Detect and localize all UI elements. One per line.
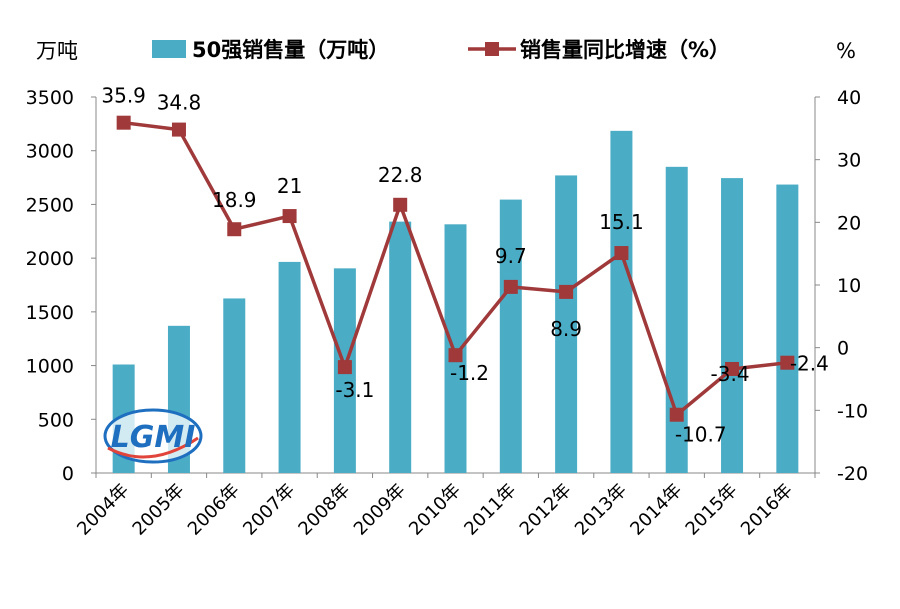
- growth-data-label: 8.9: [550, 317, 582, 341]
- growth-data-label: -3.4: [711, 362, 750, 386]
- svg-text:LGMI: LGMI: [111, 420, 196, 455]
- x-category-label: 2006年: [184, 480, 244, 540]
- growth-marker-2014年: [669, 407, 684, 422]
- growth-data-label: -2.4: [790, 352, 829, 376]
- y-right-tick-label: 40: [837, 87, 861, 109]
- x-category-label: 2012年: [516, 480, 576, 540]
- legend-bar-swatch: [152, 40, 186, 58]
- growth-marker-2008年: [337, 360, 352, 375]
- y-left-tick-label: 2500: [26, 194, 74, 216]
- y-right-tick-label: -20: [837, 463, 868, 485]
- growth-marker-2010年: [448, 348, 463, 363]
- growth-marker-2005年: [171, 122, 186, 137]
- y-right-tick-label: 10: [837, 275, 861, 297]
- y-left-tick-label: 2000: [26, 248, 74, 270]
- y-right-tick-label: -10: [837, 400, 868, 422]
- y-right-unit: %: [836, 39, 856, 63]
- growth-marker-2016年: [780, 355, 795, 370]
- growth-marker-2007年: [282, 209, 297, 224]
- bar-2016年: [776, 184, 799, 473]
- growth-marker-2009年: [393, 197, 408, 212]
- lgmi-logo: LGMI: [103, 408, 203, 464]
- bar-2015年: [721, 178, 744, 473]
- y-right-tick-label: 20: [837, 212, 861, 234]
- y-left-tick-label: 3500: [26, 87, 74, 109]
- growth-marker-2013年: [614, 246, 629, 261]
- bar-2013年: [610, 130, 633, 473]
- x-category-label: 2013年: [571, 480, 631, 540]
- growth-marker-2004年: [116, 115, 131, 130]
- x-category-label: 2014年: [626, 480, 686, 540]
- bar-2012年: [555, 175, 578, 473]
- growth-data-label: 34.8: [157, 91, 202, 115]
- bar-2006年: [223, 298, 246, 473]
- growth-marker-2011年: [503, 279, 518, 294]
- y-left-tick-label: 500: [38, 409, 74, 431]
- growth-marker-2015年: [725, 361, 740, 376]
- x-category-label: 2004年: [73, 480, 133, 540]
- growth-data-label: 18.9: [212, 188, 257, 212]
- bar-2009年: [389, 221, 412, 473]
- y-right-tick-label: 30: [837, 150, 861, 172]
- x-category-label: 2008年: [294, 480, 354, 540]
- legend-line-marker: [485, 42, 499, 56]
- growth-data-label: 21: [277, 174, 302, 198]
- growth-data-label: -10.7: [675, 423, 727, 447]
- bar-2007年: [278, 261, 301, 473]
- bar-2011年: [499, 199, 522, 473]
- growth-data-label: 9.7: [495, 244, 527, 268]
- y-left-unit: 万吨: [36, 39, 78, 63]
- x-category-label: 2010年: [405, 480, 465, 540]
- growth-data-label: 15.1: [599, 210, 644, 234]
- y-left-tick-label: 3000: [26, 141, 74, 163]
- x-category-label: 2009年: [350, 480, 410, 540]
- y-left-tick-label: 1500: [26, 302, 74, 324]
- y-left-tick-label: 0: [62, 463, 74, 485]
- x-category-label: 2016年: [737, 480, 797, 540]
- x-category-label: 2011年: [460, 480, 520, 540]
- growth-marker-2006年: [227, 222, 242, 237]
- x-category-label: 2005年: [129, 480, 189, 540]
- growth-data-label: -3.1: [335, 378, 374, 402]
- growth-data-label: 22.8: [378, 163, 423, 187]
- y-right-tick-label: 0: [837, 338, 849, 360]
- x-category-label: 2007年: [239, 480, 299, 540]
- x-category-label: 2015年: [682, 480, 742, 540]
- y-left-tick-label: 1000: [26, 356, 74, 378]
- growth-data-label: -1.2: [450, 361, 489, 385]
- legend-line-label: 销售量同比增速（%）: [520, 38, 730, 62]
- legend-bar-label: 50强销售量（万吨）: [192, 38, 389, 62]
- growth-marker-2012年: [559, 284, 574, 299]
- growth-data-label: 35.9: [101, 84, 146, 108]
